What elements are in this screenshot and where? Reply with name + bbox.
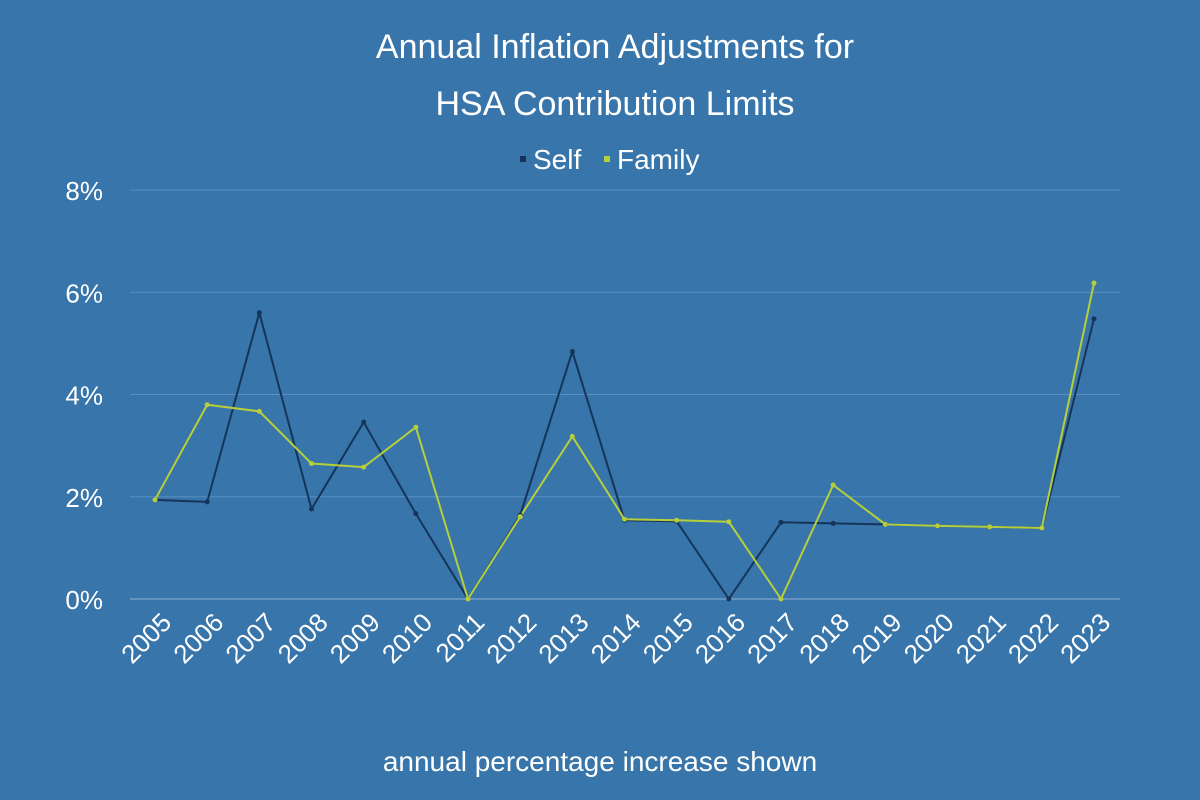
x-tick-label: 2013: [532, 607, 594, 669]
legend-label-family: Family: [617, 144, 699, 175]
data-point-self: [361, 419, 367, 425]
data-point-family: [622, 516, 627, 522]
data-point-family: [935, 523, 940, 529]
data-point-family: [204, 402, 210, 408]
y-tick-label: 4%: [65, 381, 103, 411]
x-tick-label: 2008: [272, 607, 334, 669]
x-axis-label: annual percentage increase shown: [383, 746, 817, 777]
data-point-family: [726, 519, 732, 525]
data-point-family: [1091, 280, 1097, 286]
y-tick-label: 8%: [65, 176, 103, 206]
x-tick-label: 2014: [585, 607, 647, 669]
data-point-family: [309, 461, 314, 467]
x-tick-label: 2020: [898, 607, 960, 669]
series-line-self: [154, 311, 1095, 600]
data-point-family: [674, 517, 680, 523]
legend: Self Family: [520, 144, 699, 175]
series-lines: [154, 282, 1095, 600]
x-tick-label: 2018: [793, 607, 855, 669]
x-tick-label: 2015: [637, 607, 699, 669]
chart-title-line-1: Annual Inflation Adjustments for: [376, 28, 854, 66]
data-point-self: [830, 520, 836, 526]
x-tick-label: 2016: [689, 607, 751, 669]
data-point-self: [309, 506, 314, 512]
y-tick-label: 2%: [65, 483, 103, 513]
y-tick-label: 6%: [65, 278, 103, 308]
data-point-self: [413, 511, 419, 517]
data-point-family: [569, 433, 575, 439]
data-point-family: [361, 464, 367, 470]
data-point-family: [152, 497, 158, 503]
chart-title-line-2: HSA Contribution Limits: [435, 85, 794, 123]
x-tick-label: 2010: [376, 607, 438, 669]
x-tick-label: 2021: [950, 607, 1012, 669]
x-tick-label: 2019: [845, 607, 907, 669]
x-tick-label: 2022: [1002, 607, 1064, 669]
x-tick-label: 2017: [741, 607, 803, 669]
x-tick-label: 2012: [480, 607, 542, 669]
x-axis-ticks: 2005200620072008200920102011201220132014…: [115, 607, 1116, 669]
gridlines: [130, 189, 1120, 600]
data-point-family: [256, 408, 262, 414]
data-point-family: [1039, 525, 1045, 531]
data-point-family: [830, 482, 836, 488]
data-point-family: [465, 596, 471, 602]
data-point-family: [778, 596, 784, 602]
series-line-family: [154, 282, 1095, 600]
data-point-self: [726, 596, 732, 602]
y-axis-ticks: 0% 2% 4% 6% 8%: [65, 176, 103, 615]
legend-swatch-self: [520, 156, 526, 162]
data-point-family: [882, 521, 888, 527]
data-point-self: [1091, 316, 1097, 322]
data-point-self: [256, 310, 262, 316]
data-point-self: [778, 519, 784, 525]
data-point-self: [569, 349, 575, 355]
legend-label-self: Self: [533, 144, 581, 175]
x-tick-label: 2007: [219, 607, 281, 669]
x-tick-label: 2009: [324, 607, 386, 669]
data-point-family: [517, 514, 523, 520]
series-points: [152, 280, 1097, 602]
x-tick-label: 2011: [429, 607, 490, 668]
x-tick-label: 2005: [115, 607, 177, 669]
data-point-family: [413, 424, 419, 430]
x-tick-label: 2023: [1054, 607, 1116, 669]
y-tick-label: 0%: [65, 585, 103, 615]
data-point-self: [204, 499, 210, 505]
x-tick-label: 2006: [167, 607, 229, 669]
legend-swatch-family: [604, 156, 610, 162]
data-point-family: [987, 524, 993, 530]
